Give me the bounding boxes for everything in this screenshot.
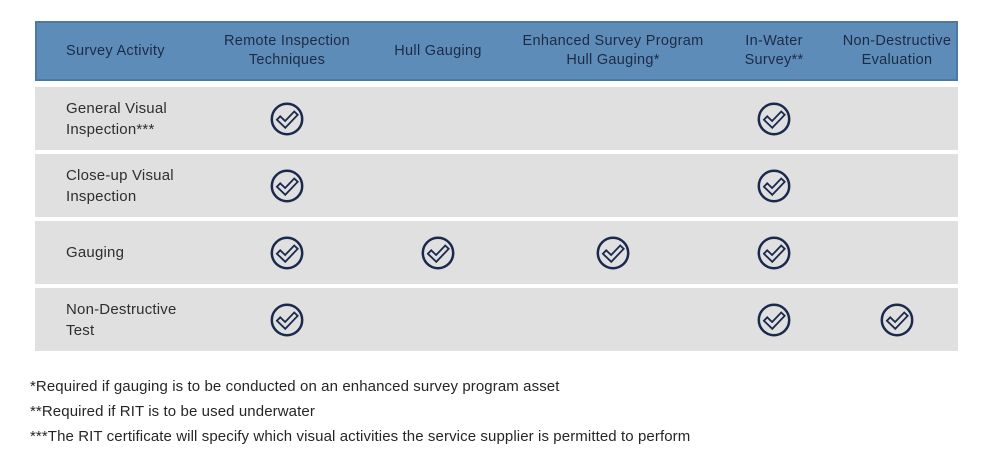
check-circle-icon (596, 236, 630, 269)
cell-in-water-survey (712, 87, 836, 150)
cell-enhanced-survey (514, 221, 712, 284)
footnote-1: *Required if gauging is to be conducted … (30, 378, 560, 395)
column-header-remote-inspection: Remote Inspection Techniques (224, 33, 350, 68)
cell-non-destructive (836, 87, 958, 150)
cell-enhanced-survey (514, 87, 712, 150)
cell-in-water-survey (712, 221, 836, 284)
check-circle-icon (757, 169, 791, 202)
row-label: Gauging (66, 244, 125, 261)
column-header-in-water-survey: In-Water Survey** (744, 33, 804, 68)
column-header-hull-gauging: Hull Gauging (394, 42, 482, 59)
cell-non-destructive (836, 154, 958, 217)
check-circle-icon (757, 236, 791, 269)
check-circle-icon (757, 303, 791, 336)
cell-non-destructive (836, 288, 958, 351)
footnotes: *Required if gauging is to be conducted … (30, 374, 690, 449)
check-circle-icon (270, 236, 304, 269)
table-row-non-destructive-test: Non-Destructive Test (35, 288, 958, 351)
check-circle-icon (270, 169, 304, 202)
check-circle-icon (757, 102, 791, 135)
check-circle-icon (880, 303, 914, 336)
cell-hull-gauging (362, 87, 514, 150)
table-body: General Visual Inspection*** Close-up Vi… (35, 87, 958, 351)
row-label: Close-up Visual Inspection (66, 166, 174, 205)
check-circle-icon (270, 102, 304, 135)
cell-remote-inspection (212, 154, 362, 217)
column-header-enhanced-survey-program: Enhanced Survey Program Hull Gauging* (522, 33, 704, 68)
cell-in-water-survey (712, 288, 836, 351)
table-header-row: Survey Activity Remote Inspection Techni… (35, 21, 958, 81)
check-circle-icon (270, 303, 304, 336)
check-circle-icon (421, 236, 455, 269)
table-row-general-visual-inspection: General Visual Inspection*** (35, 87, 958, 150)
column-header-survey-activity: Survey Activity (66, 42, 165, 59)
footnote-3: ***The RIT certificate will specify whic… (30, 428, 691, 445)
cell-non-destructive (836, 221, 958, 284)
cell-hull-gauging (362, 221, 514, 284)
table-row-gauging: Gauging (35, 221, 958, 284)
row-label: Non-Destructive Test (66, 300, 177, 339)
footnote-2: **Required if RIT is to be used underwat… (30, 403, 315, 420)
cell-in-water-survey (712, 154, 836, 217)
cell-hull-gauging (362, 154, 514, 217)
cell-remote-inspection (212, 288, 362, 351)
cell-remote-inspection (212, 221, 362, 284)
cell-enhanced-survey (514, 288, 712, 351)
cell-hull-gauging (362, 288, 514, 351)
row-label: General Visual Inspection*** (66, 99, 167, 138)
survey-capability-table: Survey Activity Remote Inspection Techni… (35, 21, 958, 351)
table-row-close-up-visual-inspection: Close-up Visual Inspection (35, 154, 958, 217)
cell-remote-inspection (212, 87, 362, 150)
column-header-non-destructive-eval: Non-Destructive Evaluation (842, 33, 952, 68)
cell-enhanced-survey (514, 154, 712, 217)
